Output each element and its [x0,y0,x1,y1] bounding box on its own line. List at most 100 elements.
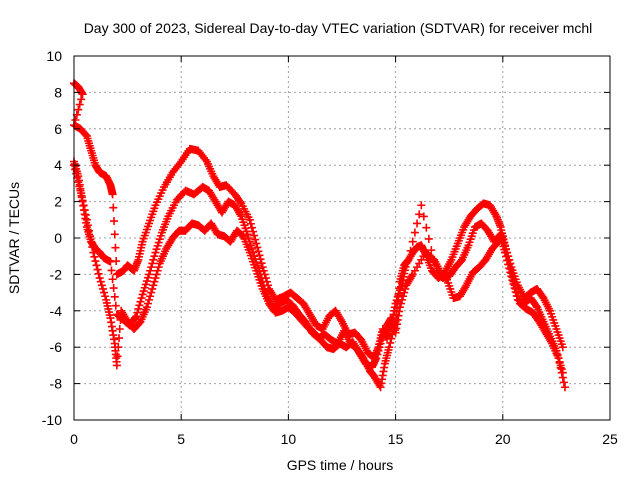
data-point [250,231,259,240]
data-point [415,210,424,219]
data-point [114,343,123,352]
data-point [505,260,514,269]
data-point [153,266,162,275]
data-point [113,352,122,361]
data-point [133,308,142,317]
data-point [89,248,98,257]
series-track-3 [70,161,569,392]
data-point [78,90,87,99]
data-point [376,339,385,348]
data-point [95,274,104,283]
data-point [410,228,419,237]
data-point [559,378,568,387]
data-point [93,265,102,274]
data-point [508,273,517,282]
data-point [145,270,154,279]
data-point [81,130,90,139]
data-point [251,235,260,244]
data-point [512,288,521,297]
data-point [558,373,567,382]
data-point [71,165,80,174]
data-point [81,210,90,219]
data-point [201,155,210,164]
data-point [506,264,515,273]
data-point [135,301,144,310]
data-point [151,274,160,283]
data-point [399,292,408,301]
data-point [427,246,436,255]
data-point [385,343,394,352]
y-axis-label: SDTVAR / TECUs [6,182,22,294]
data-point [245,215,254,224]
data-point [401,284,410,293]
data-point [377,335,386,344]
data-point [111,243,120,252]
data-point [142,303,151,312]
data-point [150,252,159,261]
data-point [110,230,119,239]
data-point [96,277,105,286]
data-point [85,226,94,235]
data-point [88,243,97,252]
y-tick-label: 8 [54,84,62,100]
y-tick-label: -10 [42,412,62,428]
x-tick-label: 10 [281,431,297,447]
data-point [398,295,407,304]
data-point [386,338,395,347]
data-point [419,212,428,221]
data-point [417,201,426,210]
data-point [441,274,450,283]
data-point [146,292,155,301]
data-point [258,263,267,272]
data-point [74,105,83,114]
data-point [422,223,431,232]
data-point [112,361,121,370]
data-point [387,334,396,343]
data-point [100,288,109,297]
data-point [514,295,523,304]
data-point [87,237,96,246]
x-tick-label: 5 [177,431,185,447]
data-point [78,196,87,205]
y-tick-label: 6 [54,121,62,137]
data-point [115,334,124,343]
y-tick-label: -8 [50,376,63,392]
data-point [91,257,100,266]
data-point [83,221,92,230]
x-axis-label: GPS time / hours [287,457,394,473]
x-tick-label: 20 [495,431,511,447]
data-point [75,100,84,109]
y-tick-label: -6 [50,339,63,355]
data-point [110,292,119,301]
data-point [146,266,155,275]
data-point [145,295,154,304]
y-tick-label: -2 [50,266,63,282]
data-point [503,252,512,261]
data-point [152,270,161,279]
data-point [94,269,103,278]
data-point [253,243,262,252]
series-track-2 [70,157,567,392]
data-point [79,201,88,210]
data-point [396,299,405,308]
data-point [82,215,91,224]
data-point [510,281,519,290]
data-point [76,186,85,195]
data-point [408,237,417,246]
y-tick-label: 4 [54,157,62,173]
data-point [504,256,513,265]
data-point [400,288,409,297]
grid-lines [74,56,610,420]
data-point [108,190,117,199]
data-point [555,358,564,367]
data-point [154,263,163,272]
data-point [147,263,156,272]
data-point [406,246,415,255]
axis-ticks: -10 -8 -6 -4 -2 0 2 4 6 8 10 0 5 10 15 20 25 [42,48,618,447]
data-point [98,284,107,293]
data-point [75,182,84,191]
data-point [395,303,404,312]
data-point [373,350,382,359]
data-point [257,259,266,268]
